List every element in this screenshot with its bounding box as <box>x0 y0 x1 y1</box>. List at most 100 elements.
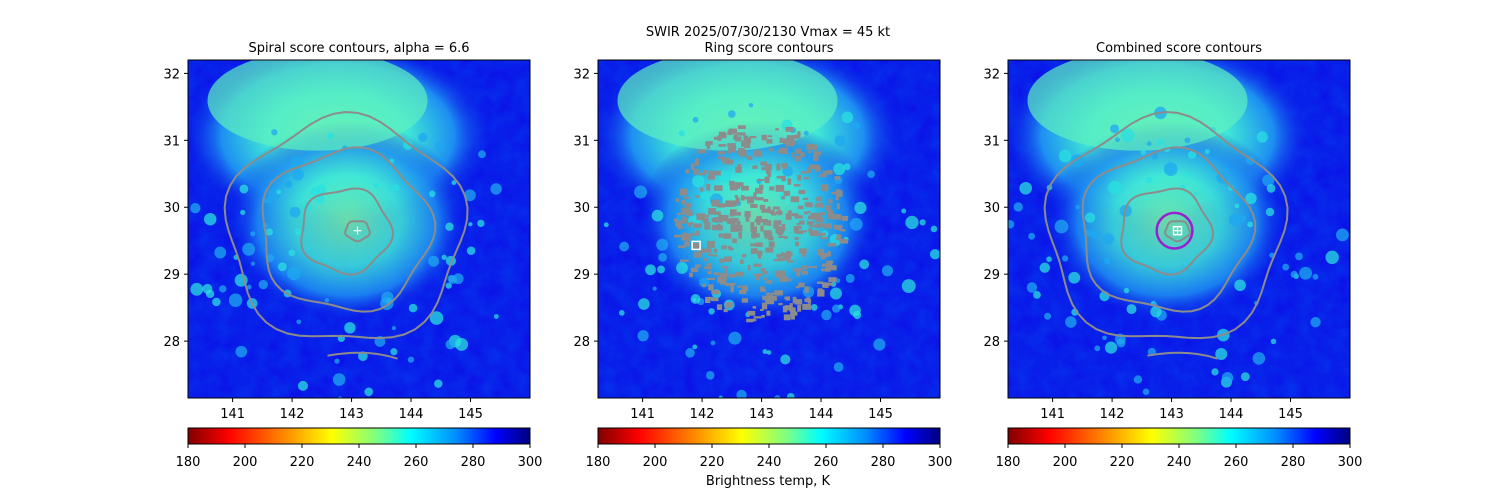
contour-line <box>683 196 690 199</box>
contour-line <box>839 229 846 232</box>
contour-line <box>802 251 807 257</box>
ring-circle <box>1155 211 1194 250</box>
contour-line <box>781 224 786 231</box>
contour-line <box>794 155 801 162</box>
contour-line <box>821 263 830 267</box>
contour-line <box>223 110 469 340</box>
contour-line <box>835 197 840 201</box>
contour-line <box>808 266 817 269</box>
contour-line <box>768 298 772 304</box>
contour-line <box>714 211 721 215</box>
contour-line <box>826 170 833 175</box>
contour-line <box>728 128 737 134</box>
contour-line <box>836 203 840 210</box>
contour-line <box>800 171 808 174</box>
contour-line <box>725 200 733 208</box>
contour-line <box>752 306 757 309</box>
contour-line <box>710 297 719 302</box>
contour-line <box>729 217 739 224</box>
contour-line <box>738 232 742 239</box>
contour-line <box>803 176 809 180</box>
contour-line <box>674 234 683 238</box>
contour-line <box>738 149 747 157</box>
contour-line <box>702 214 710 218</box>
panel-title: Combined score contours <box>1096 41 1262 56</box>
contour-line <box>695 230 700 236</box>
contour-line <box>750 226 757 233</box>
colorbar-tick-label: 180 <box>176 455 201 470</box>
contour-line <box>737 125 746 130</box>
contour-line <box>717 151 726 155</box>
colorbar-tick-label: 240 <box>347 455 372 470</box>
contour-line <box>828 260 833 267</box>
contour-line <box>741 140 745 147</box>
contour-line <box>721 157 731 163</box>
contour-line <box>766 139 773 144</box>
contour-line <box>689 221 694 225</box>
contour-line <box>743 142 751 149</box>
y-tick-label: 28 <box>573 335 590 350</box>
x-tick-label: 145 <box>1278 407 1303 422</box>
y-tick-label: 31 <box>983 134 1000 149</box>
contour-line <box>344 220 371 243</box>
contour-line <box>778 302 783 306</box>
contour-line <box>711 289 720 295</box>
contour-line <box>737 285 742 288</box>
contour-line <box>753 316 762 319</box>
colorbar-tick-label: 280 <box>1281 455 1306 470</box>
contour-line <box>825 282 833 286</box>
contour-line <box>779 275 789 282</box>
contour-line <box>807 210 811 214</box>
y-tick-label: 30 <box>983 201 1000 216</box>
contour-line <box>706 263 712 270</box>
satellite-image <box>1008 60 1350 398</box>
contour-line <box>685 234 691 242</box>
contour-line <box>683 217 689 222</box>
contour-line <box>796 271 801 277</box>
x-tick-label: 145 <box>458 407 483 422</box>
contour-line <box>759 286 765 292</box>
contour-line <box>719 215 729 222</box>
contour-line <box>760 161 768 166</box>
contour-line <box>768 148 773 152</box>
contour-line <box>768 241 775 248</box>
y-tick-label: 29 <box>983 268 1000 283</box>
contour-line <box>794 236 799 240</box>
axes-frame <box>187 59 531 399</box>
contour-line <box>718 131 726 136</box>
contour-line <box>790 196 800 203</box>
contour-line <box>830 215 839 219</box>
contour-line <box>754 197 764 201</box>
contour-line <box>798 189 806 195</box>
contour-line <box>822 282 828 287</box>
panel-3: 141 142 143 144 145 28 29 30 31 32 Combined score … <box>983 41 1362 470</box>
contour-line <box>728 247 734 251</box>
contour-line <box>1081 146 1257 313</box>
contour-line <box>794 134 799 139</box>
y-tick-label: 28 <box>163 335 180 350</box>
contour-line <box>735 166 742 173</box>
contour-line <box>721 245 727 250</box>
contour-line <box>718 144 727 147</box>
contour-line <box>774 271 782 276</box>
contour-line <box>757 178 765 182</box>
y-tick-label: 30 <box>163 201 180 216</box>
colorbar-tick-label: 220 <box>290 455 315 470</box>
contour-line <box>745 216 750 222</box>
y-tick-label: 28 <box>983 335 1000 350</box>
contour-line <box>707 277 716 281</box>
x-tick-label: 141 <box>630 407 655 422</box>
score-contours <box>223 110 469 360</box>
y-tick-label: 30 <box>573 201 590 216</box>
contour-line <box>689 272 693 278</box>
contour-line <box>707 253 714 256</box>
contour-line <box>725 219 734 222</box>
contour-line <box>675 222 682 227</box>
contour-line <box>1147 351 1218 360</box>
contour-line <box>834 227 840 230</box>
y-tick-label: 32 <box>163 67 180 82</box>
contour-line <box>764 176 770 184</box>
contour-line <box>761 166 765 171</box>
colorbar-tick-label: 300 <box>1338 455 1363 470</box>
contour-line <box>719 273 727 280</box>
